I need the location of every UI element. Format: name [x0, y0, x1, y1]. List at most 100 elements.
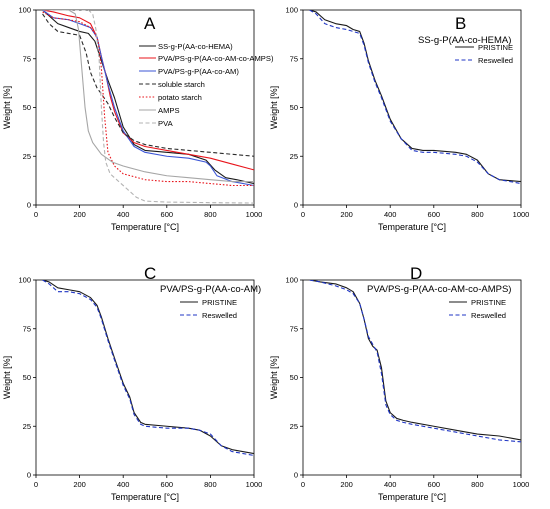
- x-tick-label: 800: [471, 480, 484, 489]
- legend-label-reswelled-b: Reswelled: [478, 56, 513, 65]
- y-tick-label: 75: [23, 54, 31, 63]
- panel-d-legend: PRISTINE Reswelled: [449, 298, 506, 320]
- series-line-ss-g-p-aa-co-hema: [42, 10, 254, 185]
- panel-d-letter: D: [410, 264, 422, 283]
- panel-c: C PVA/PS-g-P(AA-co-AM) 0 200 400 600 800 1000…: [2, 264, 262, 502]
- series-line-reswelled: [42, 280, 254, 457]
- x-tick-label: 400: [117, 480, 130, 489]
- x-tick-label: 600: [161, 210, 174, 219]
- panel-c-legend: PRISTINE Reswelled: [180, 298, 237, 320]
- x-tick-label: 800: [204, 480, 217, 489]
- series-line-pva-ps-g-p-aa-co-am: [42, 10, 254, 187]
- panel-d-title: PVA/PS-g-P(AA-co-AM-co-AMPS): [367, 284, 511, 295]
- panel-c-letter: C: [144, 264, 156, 283]
- legend-label-reswelled-c: Reswelled: [202, 311, 237, 320]
- y-tick-label: 50: [290, 103, 298, 112]
- x-tick-label: 200: [340, 480, 353, 489]
- panel-a-legend: SS-g-P(AA-co-HEMA) PVA/PS-g-P(AA-co-AM-c…: [139, 42, 274, 128]
- panel-c-title: PVA/PS-g-P(AA-co-AM): [160, 284, 261, 295]
- panel-c-plot: 0 200 400 600 800 1000 0 25 50 75 100 Temperature […: [2, 276, 262, 502]
- legend-label-pristine-c: PRISTINE: [202, 298, 237, 307]
- panel-b-plot: 0 200 400 600 800 1000 0 25 50 75 100 Temperature […: [269, 6, 529, 232]
- series-line-potato-starch: [42, 11, 254, 187]
- legend-label-reswelled-d: Reswelled: [471, 311, 506, 320]
- series-line-amps: [42, 10, 254, 183]
- x-axis-label: Temperature [°C]: [111, 222, 179, 232]
- x-tick-label: 800: [204, 210, 217, 219]
- plot-frame: [35, 9, 255, 206]
- series-line-pristine: [42, 280, 254, 455]
- y-axis-label: Weight [%]: [269, 356, 279, 399]
- x-tick-label: 0: [34, 210, 38, 219]
- y-axis-label: Weight [%]: [269, 86, 279, 129]
- panel-a: A 0 200 400 600 800 1000 0 25 50 75 100 Temperature…: [2, 6, 274, 232]
- y-axis-label: Weight [%]: [2, 86, 12, 129]
- y-tick-label: 25: [23, 422, 31, 431]
- y-tick-label: 75: [23, 324, 31, 333]
- y-tick-label: 100: [285, 276, 298, 285]
- plot-frame: [302, 279, 522, 476]
- y-tick-label: 0: [294, 471, 298, 480]
- x-tick-label: 0: [34, 480, 38, 489]
- panel-d-plot: 0 200 400 600 800 1000 0 25 50 75 100 Temperature […: [269, 276, 529, 502]
- x-tick-label: 600: [428, 480, 441, 489]
- y-tick-label: 100: [18, 6, 31, 15]
- y-tick-label: 0: [294, 201, 298, 210]
- x-axis-label: Temperature [°C]: [378, 222, 446, 232]
- y-tick-label: 75: [290, 324, 298, 333]
- y-tick-label: 100: [285, 6, 298, 15]
- legend-label-pva-am: PVA/PS-g-P(AA-co-AM): [158, 67, 239, 76]
- x-tick-label: 0: [301, 480, 305, 489]
- y-tick-label: 25: [23, 152, 31, 161]
- series-line-pristine: [309, 10, 521, 183]
- series-line-pva-ps-g-p-aa-co-am-co-amps: [42, 10, 254, 171]
- y-tick-label: 50: [23, 373, 31, 382]
- legend-label-potato-starch: potato starch: [158, 93, 202, 102]
- series-line-soluble-starch: [42, 13, 254, 157]
- y-tick-label: 75: [290, 54, 298, 63]
- series-line-pristine: [309, 280, 521, 441]
- x-tick-label: 400: [384, 480, 397, 489]
- panel-a-letter: A: [144, 14, 156, 33]
- y-tick-label: 25: [290, 152, 298, 161]
- x-tick-label: 600: [161, 480, 174, 489]
- x-tick-label: 200: [73, 480, 86, 489]
- legend-label-amps: AMPS: [158, 106, 180, 115]
- panel-a-plot: 0 200 400 600 800 1000 0 25 50 75 100 Temperature […: [2, 6, 262, 232]
- x-tick-label: 0: [301, 210, 305, 219]
- legend-label-soluble-starch: soluble starch: [158, 80, 205, 89]
- x-tick-label: 1000: [513, 210, 530, 219]
- x-tick-label: 200: [340, 210, 353, 219]
- series-line-pva: [42, 10, 254, 204]
- legend-label-pristine-b: PRISTINE: [478, 43, 513, 52]
- y-tick-label: 50: [290, 373, 298, 382]
- y-axis-label: Weight [%]: [2, 356, 12, 399]
- x-tick-label: 1000: [246, 480, 263, 489]
- panel-b-legend: PRISTINE Reswelled: [455, 43, 513, 65]
- panel-b: B SS-g-P(AA-co-HEMA) 0 200 400 600 800 1000 0 2…: [269, 6, 529, 232]
- y-tick-label: 25: [290, 422, 298, 431]
- y-tick-label: 50: [23, 103, 31, 112]
- y-tick-label: 0: [27, 201, 31, 210]
- legend-label-pva-amps: PVA/PS-g-P(AA-co-AM-co-AMPS): [158, 54, 274, 63]
- panel-b-title: SS-g-P(AA-co-HEMA): [418, 35, 511, 46]
- x-axis-label: Temperature [°C]: [111, 492, 179, 502]
- x-tick-label: 200: [73, 210, 86, 219]
- series-line-reswelled: [309, 280, 521, 443]
- x-axis-label: Temperature [°C]: [378, 492, 446, 502]
- series-line-reswelled: [309, 10, 521, 185]
- panel-b-letter: B: [455, 14, 466, 33]
- x-tick-label: 400: [117, 210, 130, 219]
- x-tick-label: 600: [428, 210, 441, 219]
- x-tick-label: 1000: [513, 480, 530, 489]
- y-tick-label: 0: [27, 471, 31, 480]
- panel-d: D PVA/PS-g-P(AA-co-AM-co-AMPS) 0 200 400 60…: [269, 264, 529, 502]
- y-tick-label: 100: [18, 276, 31, 285]
- x-tick-label: 1000: [246, 210, 263, 219]
- legend-label-pva: PVA: [158, 119, 174, 128]
- legend-label-pristine-d: PRISTINE: [471, 298, 506, 307]
- legend-label-ss: SS-g-P(AA-co-HEMA): [158, 42, 233, 51]
- x-tick-label: 400: [384, 210, 397, 219]
- x-tick-label: 800: [471, 210, 484, 219]
